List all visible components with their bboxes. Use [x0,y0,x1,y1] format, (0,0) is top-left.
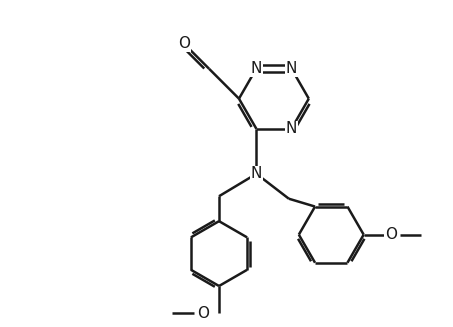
Text: N: N [286,121,297,136]
Text: N: N [251,166,262,181]
Text: N: N [251,61,262,76]
Text: O: O [197,306,209,321]
Text: O: O [178,36,190,51]
Text: N: N [286,61,297,76]
Text: O: O [385,227,397,242]
